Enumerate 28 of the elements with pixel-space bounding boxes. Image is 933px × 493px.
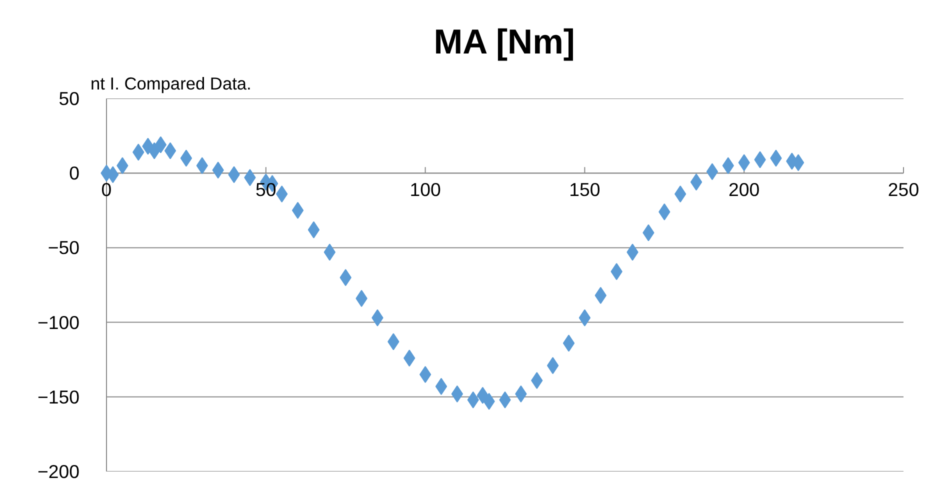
y-tick-label: 50 xyxy=(58,88,80,109)
point xyxy=(690,174,702,191)
y-tick-label: −200 xyxy=(37,461,80,482)
point xyxy=(292,202,304,219)
point xyxy=(154,136,167,154)
point xyxy=(706,163,718,180)
point xyxy=(476,386,489,404)
point xyxy=(562,334,575,352)
x-tick-label: 200 xyxy=(728,179,760,200)
y-tick-label: −100 xyxy=(37,312,80,333)
point xyxy=(148,142,160,160)
point xyxy=(546,357,559,374)
x-tick-label: 0 xyxy=(101,179,112,200)
x-tick-label: 250 xyxy=(888,179,920,200)
y-tick-label: −150 xyxy=(37,386,80,408)
point xyxy=(435,378,448,395)
x-tick-label: 150 xyxy=(569,179,600,200)
point xyxy=(308,221,320,238)
point xyxy=(578,309,591,326)
point xyxy=(451,385,464,402)
x-tick-label: 100 xyxy=(410,179,441,200)
text: nt I. Compared Data. xyxy=(90,74,252,94)
point xyxy=(164,142,176,160)
y-tick-label: −50 xyxy=(48,237,80,258)
y-tick-label: 0 xyxy=(69,162,80,184)
point xyxy=(419,366,432,384)
chart-title: MA [Nm] xyxy=(434,24,575,62)
point xyxy=(180,150,192,167)
